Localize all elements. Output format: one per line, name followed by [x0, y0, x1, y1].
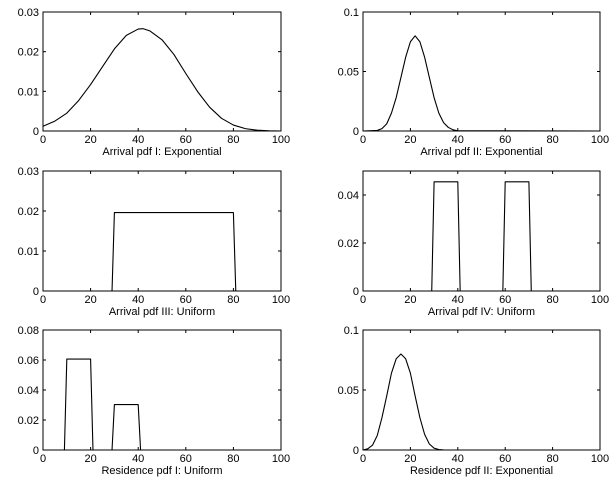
x-tick-label: 60 [499, 134, 511, 146]
x-tick-label: 0 [360, 134, 366, 146]
x-tick-label: 100 [272, 453, 290, 465]
x-tick-label: 100 [272, 134, 290, 146]
axes-frame [43, 330, 281, 450]
pdf-curve [43, 359, 281, 450]
y-tick-label: 0.02 [18, 47, 39, 59]
y-tick-label: 0.08 [18, 325, 39, 337]
subplot-5: 0 20 40 60 80 100 0 0.02 0.04 0.06 0.08 Residence p… [18, 325, 291, 477]
x-tick-label: 40 [452, 294, 464, 306]
y-tick-label: 0.05 [338, 385, 359, 397]
x-tick-label: 0 [360, 294, 366, 306]
x-tick-label: 0 [40, 294, 46, 306]
x-axis-label: Arrival pdf II: Exponential [420, 146, 542, 158]
axes-frame [363, 171, 600, 291]
x-axis-label: Arrival pdf IV: Uniform [428, 306, 535, 318]
y-tick-label: 0.04 [18, 385, 39, 397]
x-tick-label: 40 [132, 294, 144, 306]
x-tick-label: 100 [272, 294, 290, 306]
subplot-1: 0 20 40 60 80 100 0 0.01 0.02 0.03 Arrival pdf I: … [18, 7, 291, 158]
x-tick-label: 20 [404, 453, 416, 465]
x-tick-label: 20 [84, 453, 96, 465]
pdf-curve [363, 182, 600, 291]
x-axis-label: Residence pdf I: Uniform [101, 465, 222, 477]
x-tick-label: 60 [499, 453, 511, 465]
x-tick-label: 80 [546, 453, 558, 465]
x-tick-label: 80 [227, 453, 239, 465]
x-tick-label: 80 [546, 134, 558, 146]
y-tick-label: 0.1 [344, 325, 359, 337]
x-tick-label: 0 [40, 134, 46, 146]
x-tick-label: 60 [180, 134, 192, 146]
y-tick-label: 0 [33, 445, 39, 457]
pdf-curve [43, 213, 281, 291]
x-tick-label: 20 [84, 294, 96, 306]
x-tick-label: 40 [452, 453, 464, 465]
x-tick-label: 60 [180, 453, 192, 465]
y-tick-label: 0.1 [344, 7, 359, 19]
y-tick-label: 0 [353, 126, 359, 138]
y-tick-label: 0.03 [18, 7, 39, 19]
x-tick-label: 80 [227, 294, 239, 306]
y-tick-label: 0.06 [18, 355, 39, 367]
x-tick-label: 80 [546, 294, 558, 306]
axes-frame [363, 330, 600, 450]
y-tick-label: 0 [33, 286, 39, 298]
y-tick-label: 0 [33, 126, 39, 138]
y-tick-label: 0.02 [18, 206, 39, 218]
x-tick-label: 60 [499, 294, 511, 306]
y-tick-label: 0.02 [18, 415, 39, 427]
y-tick-label: 0.05 [338, 67, 359, 79]
axes-frame [363, 12, 600, 131]
y-tick-label: 0.03 [18, 166, 39, 178]
x-tick-label: 100 [591, 453, 609, 465]
x-tick-label: 40 [452, 134, 464, 146]
x-tick-label: 40 [132, 134, 144, 146]
subplot-2: 0 20 40 60 80 100 0 0.05 0.1 Arrival pdf II: Expo… [338, 7, 610, 158]
y-tick-label: 0 [353, 445, 359, 457]
x-tick-label: 40 [132, 453, 144, 465]
x-axis-label: Residence pdf II: Exponential [410, 465, 553, 477]
y-tick-label: 0.01 [18, 86, 39, 98]
subplot-6: 0 20 40 60 80 100 0 0.05 0.1 Residence pdf II: Ex… [338, 325, 610, 477]
pdf-curve [363, 36, 600, 131]
x-tick-label: 100 [591, 134, 609, 146]
x-axis-label: Arrival pdf I: Exponential [102, 146, 221, 158]
x-tick-label: 100 [591, 294, 609, 306]
subplot-3: 0 20 40 60 80 100 0 0.01 0.02 0.03 Arrival pdf III… [18, 166, 291, 318]
x-tick-label: 20 [84, 134, 96, 146]
x-axis-label: Arrival pdf III: Uniform [109, 306, 215, 318]
y-tick-label: 0.01 [18, 246, 39, 258]
subplot-4: 0 20 40 60 80 100 0 0.02 0.04 Arrival pdf IV: Uni… [338, 171, 610, 318]
axes-frame [43, 171, 281, 291]
x-tick-label: 80 [227, 134, 239, 146]
y-tick-label: 0 [353, 286, 359, 298]
x-tick-label: 20 [404, 294, 416, 306]
axes-frame [43, 12, 281, 131]
x-tick-label: 60 [180, 294, 192, 306]
x-tick-label: 20 [404, 134, 416, 146]
pdf-curve [43, 29, 281, 131]
y-tick-label: 0.02 [338, 238, 359, 250]
pdf-curve [363, 354, 600, 450]
y-tick-label: 0.04 [338, 190, 359, 202]
x-tick-label: 0 [40, 453, 46, 465]
x-tick-label: 0 [360, 453, 366, 465]
